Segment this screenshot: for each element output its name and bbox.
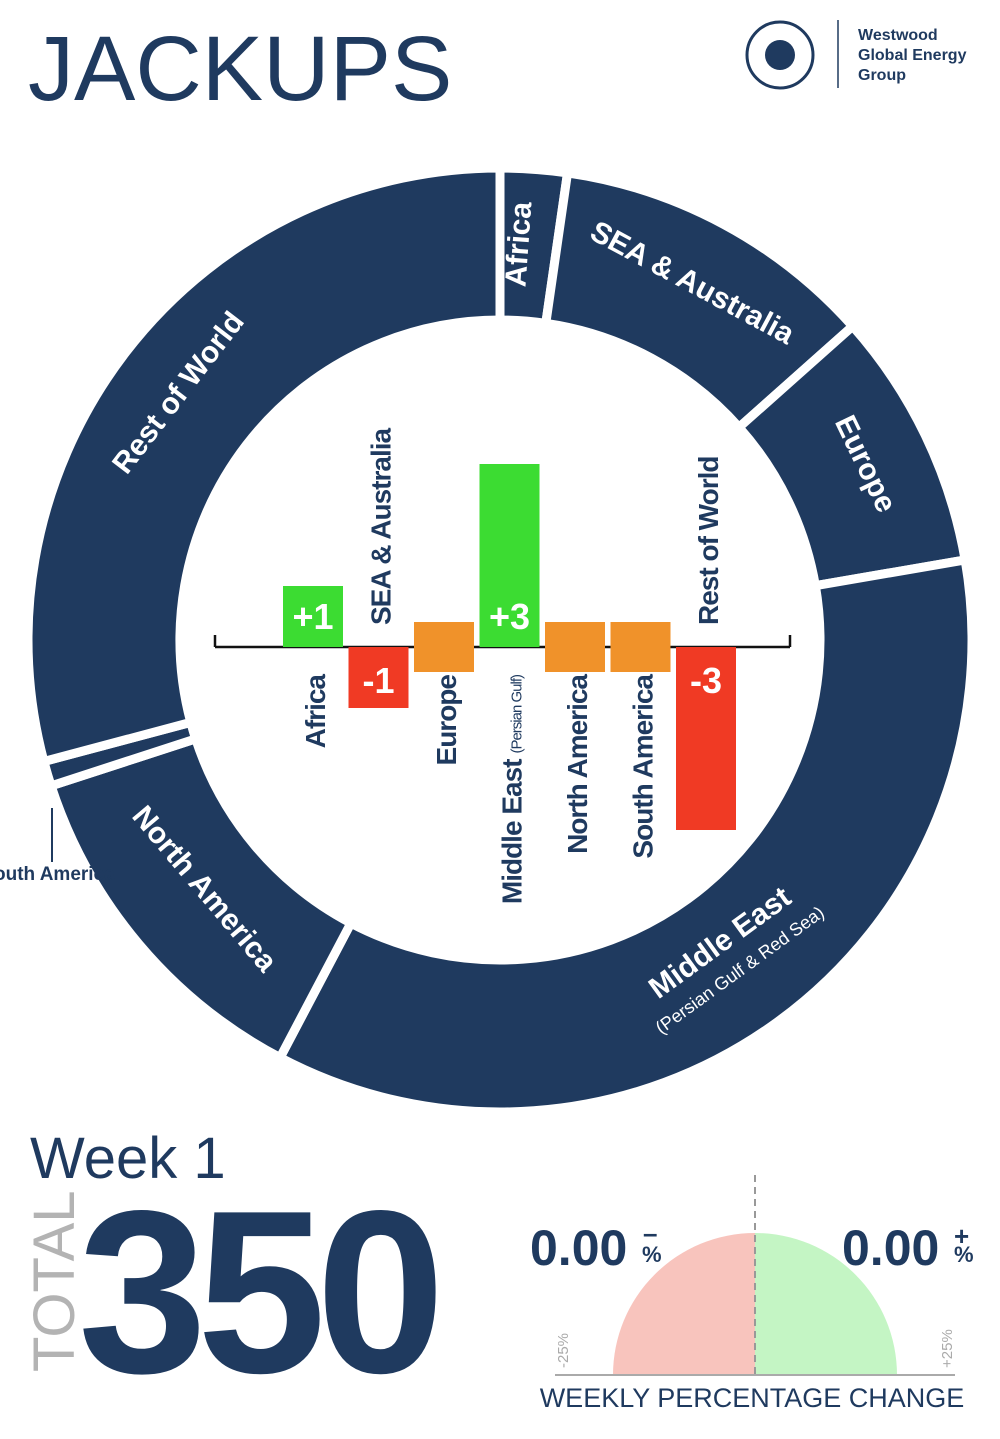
gauge: -25% +25% 0.00 % – 0.00 % + WEEKLY PERCE… xyxy=(530,1175,974,1413)
category-label-text: SEA & Australia xyxy=(366,427,397,625)
category-label-text: Africa xyxy=(300,674,331,749)
category-label-text: South America xyxy=(628,674,659,859)
category-label: South America xyxy=(628,674,659,859)
category-label-text: Europe xyxy=(431,675,462,766)
bar xyxy=(545,622,605,672)
gauge-decrease-unit: % xyxy=(642,1242,662,1267)
gauge-title: WEEKLY PERCENTAGE CHANGE xyxy=(540,1383,965,1413)
bar xyxy=(676,647,736,830)
value-label: +1 xyxy=(292,596,333,637)
category-label: Rest of World xyxy=(693,457,724,625)
category-label-text: Middle East xyxy=(497,759,528,904)
bar xyxy=(283,586,343,647)
total-label: TOTAL xyxy=(22,1190,87,1372)
bar xyxy=(348,647,409,708)
logo-text: Group xyxy=(858,67,906,84)
logo-text: Westwood xyxy=(858,27,938,44)
gauge-increase-area xyxy=(755,1233,897,1375)
category-label: Middle East (Persian Gulf) xyxy=(497,674,528,904)
gauge-increase-unit: % xyxy=(954,1242,974,1267)
category-label: Europe xyxy=(431,675,462,766)
category-label: SEA & Australia xyxy=(366,427,397,625)
page-title: JACKUPS xyxy=(28,18,452,120)
logo-mark xyxy=(745,20,815,90)
category-label-text: Rest of World xyxy=(693,457,724,625)
category-label-note: (Persian Gulf) xyxy=(509,674,526,754)
gauge-decrease-area xyxy=(613,1233,755,1375)
segment-label-text: Africa xyxy=(499,200,538,287)
value-label: +3 xyxy=(489,596,530,637)
category-label-text: North America xyxy=(562,674,593,854)
segment-label: Africa xyxy=(499,200,538,287)
logo-dot xyxy=(765,40,795,70)
value-label: -1 xyxy=(362,660,394,701)
donut-segment xyxy=(23,163,505,767)
gauge-decrease-sign: – xyxy=(643,1218,657,1248)
bar xyxy=(610,622,671,672)
donut-segment xyxy=(273,554,977,1117)
category-label: Africa xyxy=(300,674,331,749)
gauge-min-label: -25% xyxy=(555,1333,572,1368)
segment-label: South America xyxy=(0,864,115,885)
bar xyxy=(479,464,540,647)
week-label: Week 1 xyxy=(30,1126,226,1191)
logo-text: Global Energy xyxy=(858,47,967,64)
value-label: -3 xyxy=(690,660,722,701)
total-value: 350 xyxy=(78,1163,436,1422)
gauge-increase-sign: + xyxy=(954,1221,969,1251)
gauge-increase-value: 0.00 xyxy=(842,1220,939,1276)
gauge-max-label: +25% xyxy=(939,1329,956,1368)
category-label: North America xyxy=(562,674,593,854)
bar xyxy=(414,622,474,672)
gauge-decrease-value: 0.00 xyxy=(530,1220,627,1276)
